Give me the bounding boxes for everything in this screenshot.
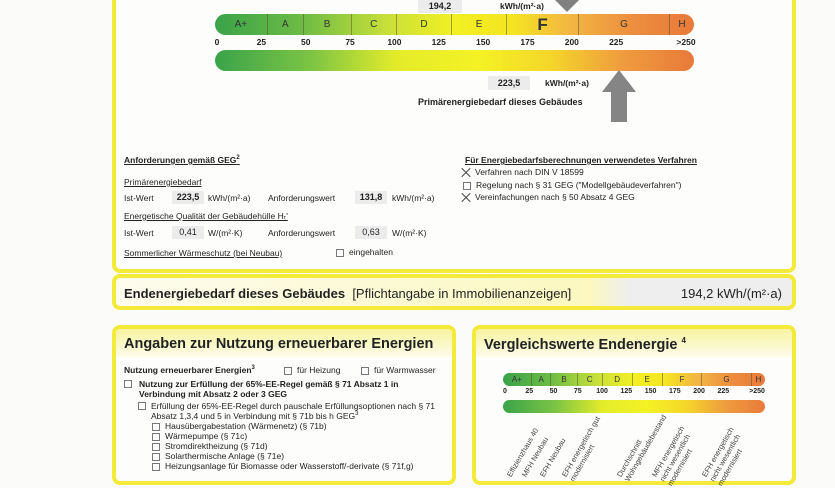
option-checkbox[interactable]: Stromdirektheizung (§ 71d): [152, 441, 268, 451]
tick-label: 150: [476, 37, 491, 47]
end-energy-note: [Pflichtangabe in Immobilienanzeigen]: [352, 286, 572, 301]
end-energy-panel: Endenergiebedarf dieses Gebäudes [Pflich…: [112, 274, 796, 310]
class-G: G: [579, 14, 670, 35]
primary-energy-bar: [215, 50, 694, 71]
anf-envelope-value: 0,63: [355, 226, 387, 239]
class-Aplus: A+: [215, 14, 268, 35]
comparison-title: Vergleichswerte Endenergie 4: [476, 329, 792, 357]
anf-primary-value: 131,8: [355, 191, 387, 204]
tick-label: 25: [256, 37, 267, 47]
primary-energy-label: Primärenergiebedarf dieses Gebäudes: [418, 97, 583, 107]
end-energy-label: Endenergiebedarf dieses Gebäudes: [124, 286, 346, 301]
class-H: H: [678, 19, 686, 30]
tick-label: 200: [564, 37, 579, 47]
class-A: A: [268, 14, 304, 35]
tick-label: 50: [549, 388, 558, 395]
option-checkbox[interactable]: Wärmepumpe (§ 71c): [152, 431, 247, 441]
requirements-title: Anforderungen gemäß GEG2: [124, 155, 240, 165]
tick-label: 50: [300, 37, 311, 47]
methods-title: Für Energiebedarfsberechnungen verwendet…: [465, 155, 697, 165]
primary-energy-unit: kWh/(m²·a): [545, 78, 589, 88]
tick-label: 75: [345, 37, 355, 47]
primary-heading: Primärenergiebedarf: [124, 177, 202, 187]
class-F: F: [507, 14, 579, 35]
envelope-heading: Energetische Qualität der Gebäudehülle H…: [124, 211, 288, 221]
method-31-checkbox[interactable]: Regelung nach § 31 GEG ("Modellgebäudeve…: [463, 180, 681, 190]
comparison-bar: [503, 400, 765, 413]
ist-primary-value: 223,5: [172, 191, 204, 204]
class-D: D: [397, 14, 453, 35]
tick-label: 75: [573, 388, 582, 395]
tick-label: >250: [676, 37, 696, 47]
down-arrow-icon: [555, 0, 579, 12]
ist-label: Ist-Wert: [124, 193, 154, 203]
class-C: C: [352, 14, 397, 35]
tick-label: 0: [214, 37, 220, 47]
tick-label: 200: [693, 388, 705, 395]
tick-label: 25: [525, 388, 534, 395]
comparison-class-scale: A+ A B C D E F G H: [503, 373, 765, 386]
flat-rate-checkbox[interactable]: Erfüllung der 65%-EE-Regel durch pauscha…: [138, 401, 438, 421]
ist-envelope-value: 0,41: [172, 226, 204, 239]
class-C: C: [578, 373, 603, 386]
unit: kWh/(m²·a): [392, 193, 435, 203]
end-energy-unit: kWh/(m²·a): [500, 1, 544, 11]
renewables-title: Angaben zur Nutzung erneuerbarer Energie…: [116, 329, 452, 357]
up-arrow-icon: [602, 70, 636, 122]
anf-label: Anforderungswert: [268, 193, 336, 203]
rule65-checkbox[interactable]: Nutzung zur Erfüllung der 65%-EE-Regel g…: [124, 379, 424, 399]
class-Aplus: A+: [503, 373, 532, 386]
summer-checkbox[interactable]: eingehalten: [336, 247, 393, 257]
tick-label: 225: [717, 388, 730, 395]
end-energy-value-box: 194,2: [418, 0, 462, 13]
tick-label: 175: [668, 388, 681, 395]
tick-label: 100: [387, 37, 402, 47]
heating-checkbox[interactable]: für Heizung: [284, 365, 340, 375]
end-energy-value: 194,2 kWh/(m²·a): [680, 286, 782, 301]
usage-label: Nutzung erneuerbarer Energien3: [124, 365, 255, 375]
efficiency-class-scale: A+ A B C D E F G H: [215, 14, 694, 35]
tick-label: 225: [609, 37, 624, 47]
ist-label: Ist-Wert: [124, 228, 154, 238]
class-H: H: [755, 375, 762, 384]
method-50-checkbox[interactable]: Vereinfachungen nach § 50 Absatz 4 GEG: [461, 192, 635, 203]
class-B: B: [304, 14, 352, 35]
class-E: E: [452, 14, 508, 35]
class-E: E: [633, 373, 663, 386]
tick-label: >250: [749, 388, 765, 395]
anf-label: Anforderungswert: [268, 228, 336, 238]
tick-label: 0: [503, 388, 507, 395]
unit: W/(m²·K): [392, 228, 427, 238]
class-B: B: [551, 373, 578, 386]
tick-label: 175: [520, 37, 535, 47]
option-checkbox[interactable]: Heizungsanlage für Biomasse oder Wassers…: [152, 461, 414, 471]
renewables-panel: Angaben zur Nutzung erneuerbarer Energie…: [112, 325, 456, 485]
class-D: D: [603, 373, 633, 386]
unit: W/(m²·K): [208, 228, 243, 238]
tick-label: 100: [596, 388, 608, 395]
option-checkbox[interactable]: Hausübergabestation (Wärmenetz) (§ 71b): [152, 421, 327, 431]
method-din-checkbox[interactable]: Verfahren nach DIN V 18599: [461, 167, 584, 178]
primary-energy-value-box: 223,5: [488, 76, 530, 90]
hot-water-checkbox[interactable]: für Warmwasser: [361, 365, 436, 375]
class-A: A: [532, 373, 552, 386]
tick-label: 150: [644, 388, 657, 395]
class-G: G: [702, 373, 752, 386]
tick-label: 125: [620, 388, 633, 395]
option-checkbox[interactable]: Solarthermische Anlage (§ 71e): [152, 451, 284, 461]
energy-demand-panel: [112, 0, 796, 273]
tick-label: 125: [431, 37, 446, 47]
summer-heading: Sommerlicher Wärmeschutz (bei Neubau): [124, 248, 283, 258]
class-F: F: [663, 373, 703, 386]
unit: kWh/(m²·a): [208, 193, 251, 203]
